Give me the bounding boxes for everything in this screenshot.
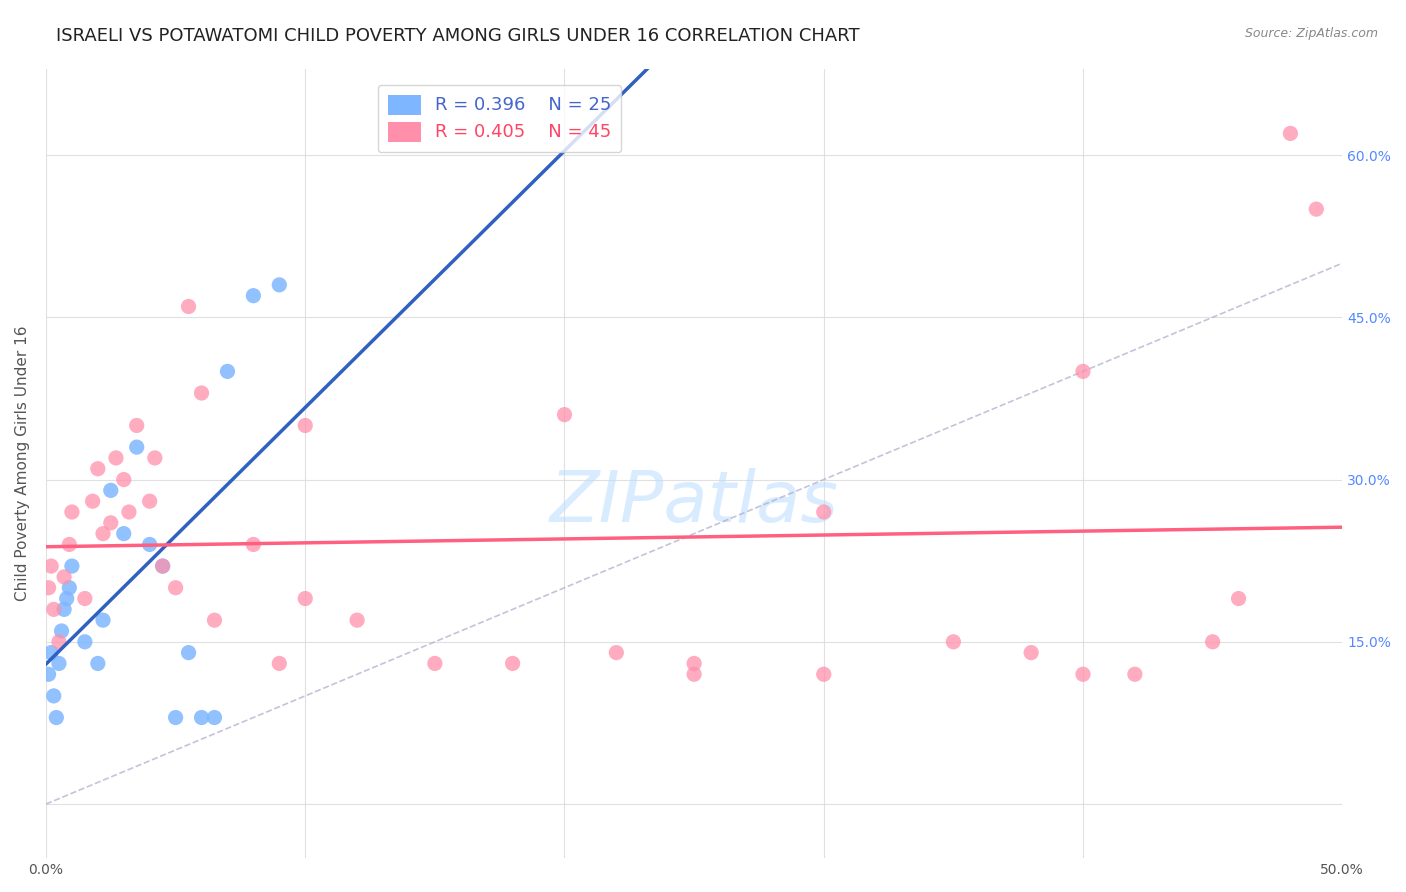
Point xyxy=(60,559,83,574)
Point xyxy=(1019,646,1042,660)
Point xyxy=(53,602,76,616)
Point xyxy=(152,559,174,574)
Point xyxy=(605,646,627,660)
Point xyxy=(177,300,200,314)
Point xyxy=(190,710,212,724)
Point xyxy=(38,581,60,595)
Point xyxy=(1279,127,1302,141)
Point xyxy=(1227,591,1250,606)
Point xyxy=(45,710,67,724)
Point xyxy=(165,710,187,724)
Text: ZIPatlas: ZIPatlas xyxy=(550,468,838,537)
Point xyxy=(1305,202,1327,216)
Point xyxy=(204,710,226,724)
Point xyxy=(294,418,316,433)
Point xyxy=(1071,667,1094,681)
Point xyxy=(58,537,80,551)
Point xyxy=(91,613,114,627)
Point xyxy=(51,624,73,638)
Point xyxy=(143,450,166,465)
Point xyxy=(55,591,77,606)
Point xyxy=(813,667,835,681)
Point xyxy=(112,526,135,541)
Point xyxy=(177,646,200,660)
Point xyxy=(48,635,70,649)
Point xyxy=(118,505,141,519)
Point xyxy=(87,657,110,671)
Point xyxy=(48,657,70,671)
Point xyxy=(100,483,122,498)
Point xyxy=(423,657,446,671)
Legend: R = 0.396    N = 25, R = 0.405    N = 45: R = 0.396 N = 25, R = 0.405 N = 45 xyxy=(378,85,621,152)
Point xyxy=(242,288,264,302)
Point xyxy=(813,505,835,519)
Point xyxy=(125,440,148,454)
Point xyxy=(165,581,187,595)
Point xyxy=(138,537,160,551)
Point xyxy=(39,559,62,574)
Point xyxy=(683,667,706,681)
Point xyxy=(242,537,264,551)
Point xyxy=(73,591,96,606)
Point xyxy=(138,494,160,508)
Point xyxy=(39,646,62,660)
Point xyxy=(152,559,174,574)
Point xyxy=(269,277,291,292)
Point xyxy=(217,364,239,378)
Point xyxy=(346,613,368,627)
Point xyxy=(1071,364,1094,378)
Point xyxy=(73,635,96,649)
Point xyxy=(1123,667,1146,681)
Point xyxy=(42,602,65,616)
Point xyxy=(683,657,706,671)
Point xyxy=(112,473,135,487)
Point xyxy=(294,591,316,606)
Point xyxy=(502,657,524,671)
Point xyxy=(190,386,212,401)
Text: Source: ZipAtlas.com: Source: ZipAtlas.com xyxy=(1244,27,1378,40)
Point xyxy=(87,461,110,475)
Point xyxy=(269,657,291,671)
Point xyxy=(60,505,83,519)
Text: ISRAELI VS POTAWATOMI CHILD POVERTY AMONG GIRLS UNDER 16 CORRELATION CHART: ISRAELI VS POTAWATOMI CHILD POVERTY AMON… xyxy=(56,27,860,45)
Point xyxy=(91,526,114,541)
Point xyxy=(125,418,148,433)
Point xyxy=(104,450,127,465)
Point xyxy=(42,689,65,703)
Point xyxy=(53,570,76,584)
Point xyxy=(38,667,60,681)
Point xyxy=(100,516,122,530)
Point xyxy=(204,613,226,627)
Point xyxy=(1201,635,1223,649)
Y-axis label: Child Poverty Among Girls Under 16: Child Poverty Among Girls Under 16 xyxy=(15,326,30,601)
Point xyxy=(58,581,80,595)
Point xyxy=(82,494,104,508)
Point xyxy=(942,635,965,649)
Point xyxy=(553,408,575,422)
